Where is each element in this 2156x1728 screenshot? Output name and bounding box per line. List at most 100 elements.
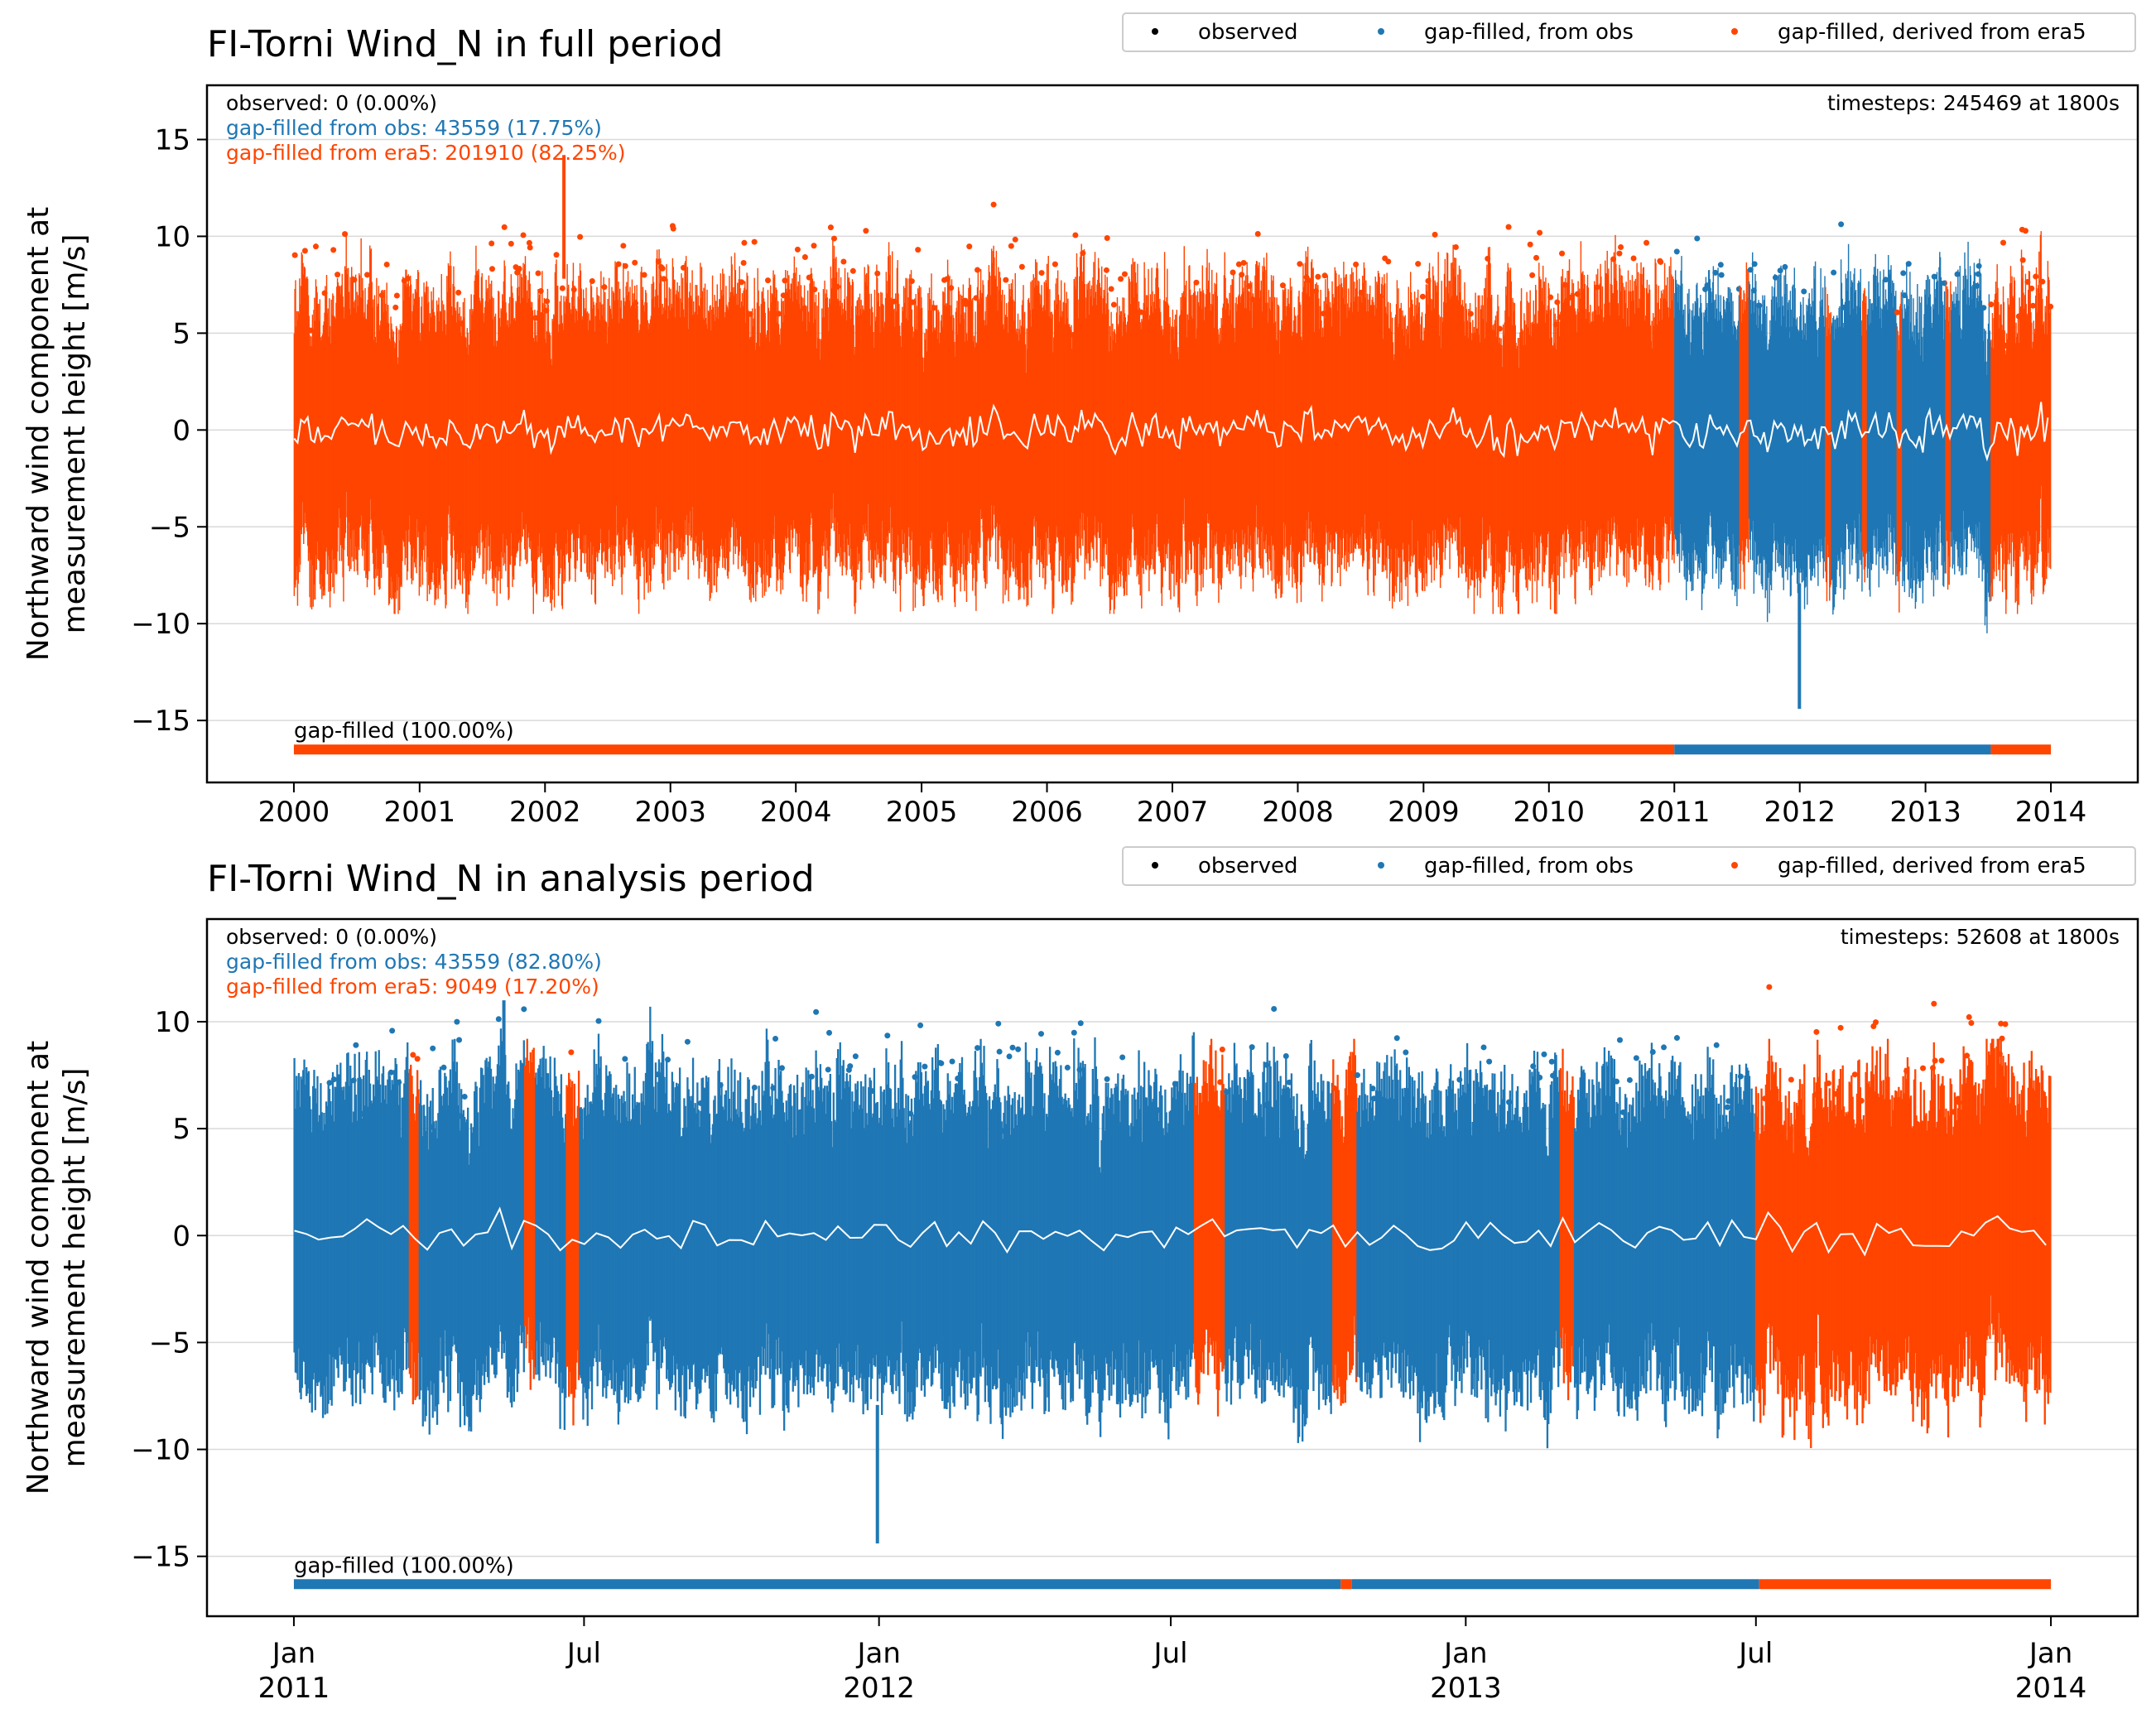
data-point [1246, 282, 1253, 289]
data-point [1054, 1049, 1061, 1056]
status-bar-segment [1674, 744, 1991, 755]
data-point [1825, 1080, 1831, 1086]
data-point [326, 1080, 333, 1086]
data-point [1717, 262, 1724, 268]
x-tick-label: Jul [1737, 1637, 1773, 1670]
legend-marker [1731, 862, 1738, 869]
data-point [827, 224, 834, 231]
x-tick-label: Jan [2028, 1637, 2072, 1670]
data-point [1353, 261, 1360, 267]
legend-marker [1152, 28, 1158, 35]
data-point [330, 247, 337, 253]
data-point [1006, 1053, 1013, 1060]
data-point [1851, 1071, 1858, 1078]
data-point [1801, 288, 1807, 295]
data-point [751, 238, 758, 245]
data-point [922, 1063, 928, 1070]
data-point [1633, 1055, 1639, 1061]
data-point [1018, 263, 1025, 270]
data-point [2000, 239, 2007, 246]
data-point [2002, 1021, 2009, 1028]
data-point [1894, 309, 1900, 315]
data-point [1271, 1005, 1278, 1012]
data-point [1756, 302, 1763, 309]
data-point [1283, 1052, 1289, 1059]
data-point [2029, 302, 2036, 309]
data-point [508, 240, 514, 247]
stats-timesteps: timesteps: 245469 at 1800s [1827, 91, 2120, 115]
data-point [1038, 270, 1045, 277]
data-point [1119, 1054, 1126, 1061]
data-point [1108, 286, 1114, 292]
running-mean-line [294, 1206, 2047, 1257]
data-point [2048, 303, 2054, 310]
data-point [1369, 1085, 1376, 1092]
data-point [1527, 241, 1533, 248]
data-point [1235, 261, 1242, 267]
data-point [944, 276, 950, 282]
data-point [527, 244, 533, 251]
data-point [801, 306, 807, 312]
data-point [948, 285, 955, 291]
data-point [1297, 261, 1303, 267]
scatter-points [293, 984, 2052, 1544]
data-point [852, 1053, 859, 1060]
x-tick-label: 2014 [2015, 796, 2087, 829]
data-point [1616, 250, 1623, 257]
data-point [1976, 262, 1982, 269]
data-point [1249, 296, 1256, 302]
data-point [1968, 1020, 1975, 1027]
data-point [1661, 1044, 1668, 1051]
y-tick-label: −15 [131, 705, 190, 738]
stats-observed: observed: 0 (0.00%) [226, 91, 437, 115]
data-point [811, 243, 817, 249]
data-point [633, 300, 639, 306]
data-point [808, 1073, 815, 1080]
data-point [351, 277, 358, 283]
data-point [537, 287, 544, 294]
data-point [1121, 271, 1128, 277]
data-point [1713, 1042, 1720, 1048]
y-axis-label-line: measurement height [m/s] [58, 234, 92, 634]
data-point [1858, 1097, 1865, 1104]
data-point [684, 1038, 691, 1045]
running-mean-line [293, 402, 2049, 462]
data-point [1385, 258, 1392, 265]
data-point [1548, 1058, 1555, 1065]
data-point [874, 270, 881, 277]
data-point [908, 278, 915, 285]
data-point [392, 304, 399, 310]
data-point [659, 265, 666, 272]
y-axis-label-line: Northward wind component at [22, 1041, 55, 1495]
data-point [1064, 1064, 1071, 1071]
data-point [884, 1032, 891, 1039]
status-bar-segment [1990, 744, 2052, 755]
data-point [1537, 1074, 1543, 1081]
data-point [1496, 325, 1503, 332]
data-point [1038, 1031, 1045, 1037]
data-point [975, 1045, 981, 1052]
data-point [740, 259, 747, 266]
data-point [1938, 1057, 1945, 1064]
data-point [1003, 277, 1009, 283]
legend-marker [1378, 28, 1384, 35]
data-point [334, 272, 341, 278]
data-point [772, 1035, 779, 1042]
data-point [488, 266, 495, 272]
data-point [1954, 271, 1961, 277]
y-tick-label: 10 [155, 1006, 190, 1039]
data-point [1219, 1047, 1225, 1053]
data-point [414, 1056, 421, 1062]
axes-frame [205, 84, 2139, 784]
data-point [1354, 1072, 1360, 1079]
data-point [440, 1064, 447, 1071]
data-point [1831, 269, 1837, 276]
data-point [389, 1028, 396, 1034]
data-point [461, 1094, 468, 1100]
status-bar-segment [293, 744, 1675, 755]
data-point [1782, 263, 1788, 270]
data-point [301, 248, 308, 254]
data-point [811, 286, 818, 293]
data-point [568, 1049, 575, 1056]
data-point [559, 285, 565, 291]
